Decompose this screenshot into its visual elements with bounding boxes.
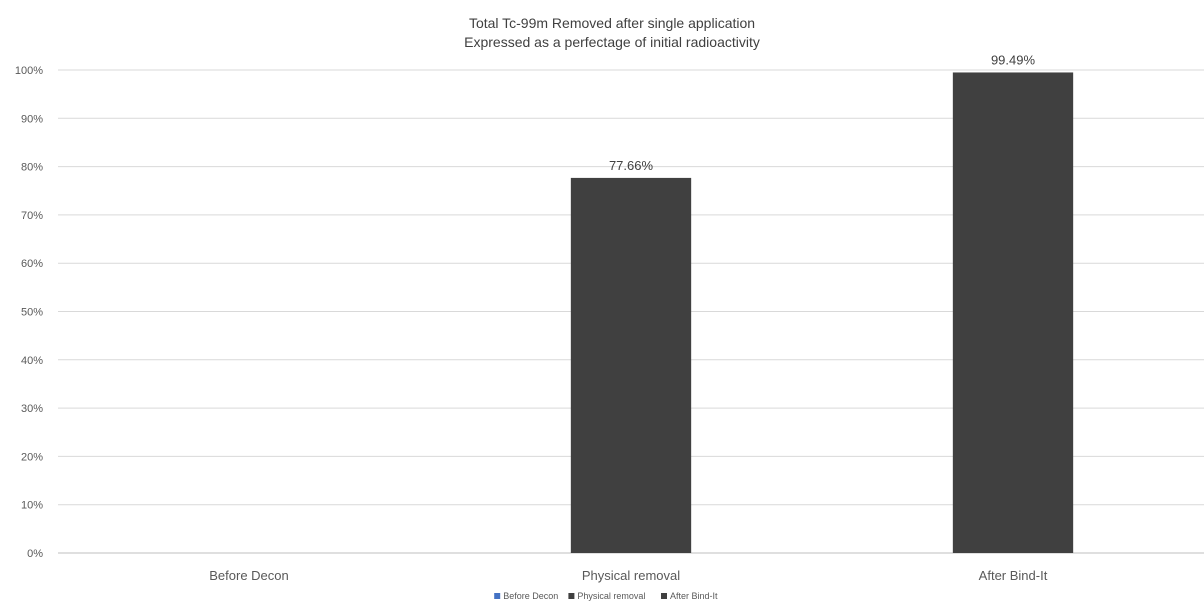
category-label: Before Decon <box>209 568 289 583</box>
x-axis-categories: Before Decon Physical removal After Bind-I… <box>209 568 1047 583</box>
legend-label: After Bind-It <box>670 591 718 601</box>
y-tick-label: 20% <box>21 451 43 463</box>
y-tick-label: 100% <box>15 65 43 77</box>
y-tick-label: 0% <box>27 548 43 560</box>
data-label: 77.66% <box>609 158 654 173</box>
y-tick-label: 10% <box>21 500 43 512</box>
y-tick-label: 60% <box>21 258 43 270</box>
bars <box>570 72 1074 553</box>
data-labels: 77.66% 99.49% <box>609 52 1036 172</box>
y-tick-label: 50% <box>21 307 43 319</box>
y-tick-label: 40% <box>21 355 43 367</box>
chart-title: Total Tc-99m Removed after single applic… <box>469 15 755 31</box>
y-tick-label: 70% <box>21 210 43 222</box>
legend-item: Physical removal <box>568 591 645 601</box>
legend-item: Before Decon <box>494 591 558 601</box>
legend-swatch <box>661 593 667 599</box>
data-label: 99.49% <box>991 52 1036 67</box>
y-tick-label: 30% <box>21 403 43 415</box>
y-tick-label: 80% <box>21 162 43 174</box>
y-axis-ticks: 0% 10% 20% 30% 40% 50% 60% 70% 80% 90% 100% <box>15 65 43 560</box>
legend-label: Physical removal <box>577 591 645 601</box>
legend: Before Decon Physical removal After Bind-I… <box>494 591 718 601</box>
y-tick-label: 90% <box>21 113 43 125</box>
category-label: Physical removal <box>582 568 680 583</box>
category-label: After Bind-It <box>979 568 1048 583</box>
bar <box>952 72 1074 553</box>
legend-label: Before Decon <box>503 591 558 601</box>
legend-swatch <box>494 593 501 599</box>
legend-swatch <box>568 593 575 599</box>
legend-item: After Bind-It <box>661 591 718 601</box>
bar <box>570 177 692 553</box>
chart-subtitle: Expressed as a perfectage of initial rad… <box>464 34 760 50</box>
